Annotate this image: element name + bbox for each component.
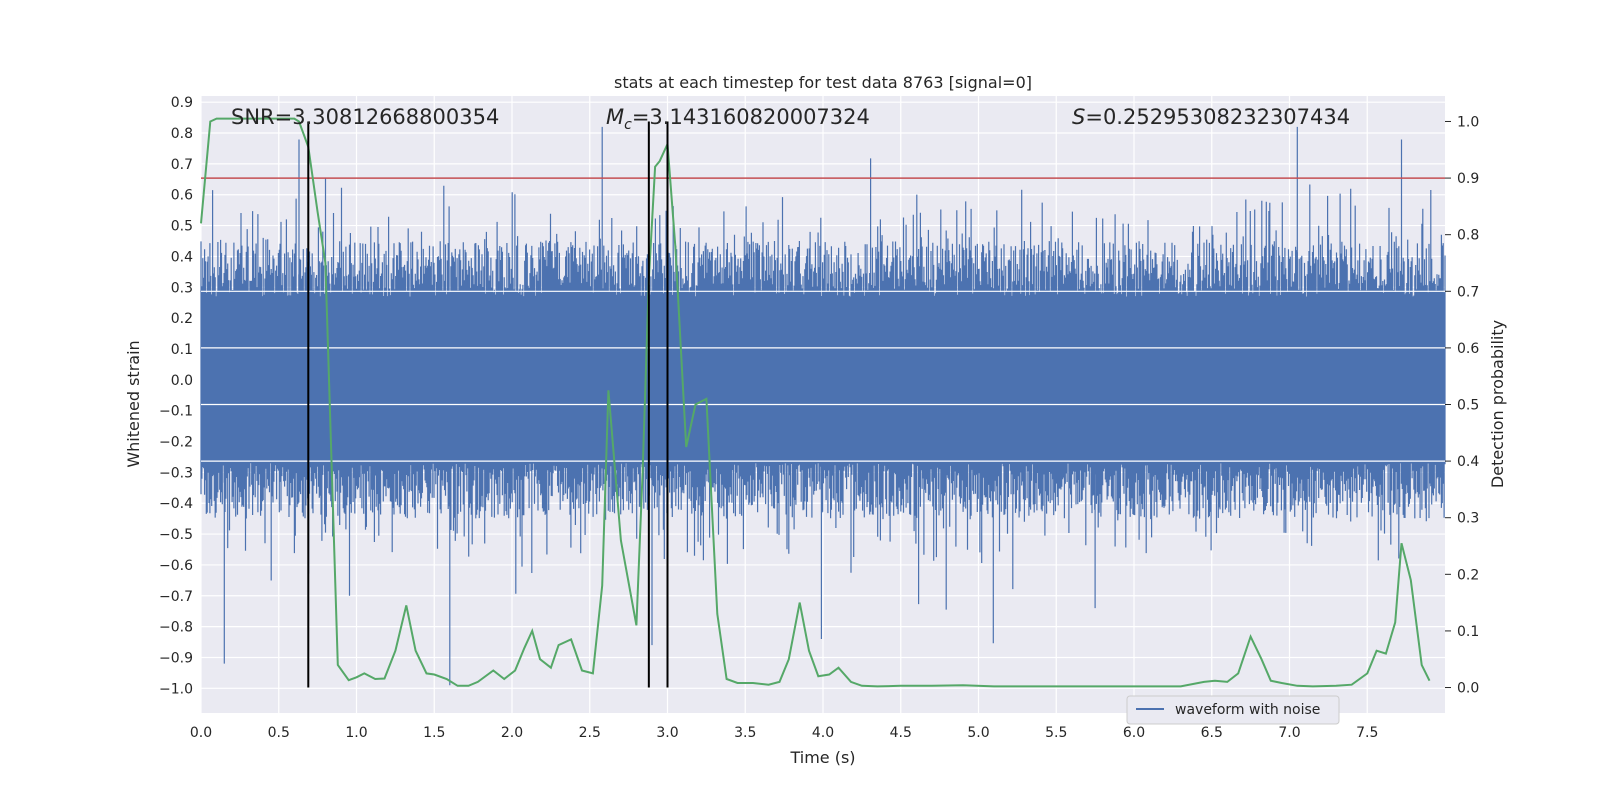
- mc-symbol: M: [606, 105, 624, 129]
- y-left-axis-ticks: 0.9 0.8 0.7 0.6 0.5 0.4 0.3 0.2 0.1 0.0 −0.1 −0.2 −0…: [159, 95, 193, 697]
- x-tick-label: 6.5: [1201, 725, 1223, 741]
- y-left-tick-label: 0.4: [171, 249, 193, 265]
- y-left-tick-label: 0.5: [171, 219, 193, 235]
- mc-value: =3.143160820007324: [632, 105, 870, 129]
- y-left-tick-label: 0.2: [171, 311, 193, 327]
- y-left-tick-label: −0.2: [159, 435, 193, 451]
- detection-probability-series: [200, 117, 1431, 688]
- y-right-tick-label: 0.7: [1457, 284, 1479, 300]
- y-right-tick-label: 0.6: [1457, 341, 1479, 357]
- y-left-tick-label: −0.7: [159, 589, 193, 605]
- y-left-tick-label: 0.9: [171, 95, 193, 111]
- x-tick-label: 1.5: [423, 725, 445, 741]
- x-tick-label: 4.0: [812, 725, 834, 741]
- legend: waveform with noise: [1126, 695, 1340, 725]
- s-annotation: S=0.25295308232307434: [1072, 105, 1350, 129]
- x-axis-label: Time (s): [789, 748, 855, 767]
- vertical-markers: [307, 121, 669, 688]
- s-symbol: S: [1072, 105, 1085, 129]
- y-left-tick-label: −0.1: [159, 404, 193, 420]
- x-tick-label: 5.5: [1045, 725, 1067, 741]
- waveform-with-noise-series: [200, 126, 1446, 686]
- y-left-tick-label: −0.5: [159, 527, 193, 543]
- y-left-tick-label: 0.7: [171, 157, 193, 173]
- legend-box: [1126, 695, 1340, 725]
- y-right-tick-label: 0.8: [1457, 228, 1479, 244]
- y-left-tick-label: 0.1: [171, 342, 193, 358]
- y-right-tick-label: 0.0: [1457, 681, 1479, 697]
- x-tick-label: 1.0: [345, 725, 367, 741]
- y-right-axis-ticks: 1.0 0.9 0.8 0.7 0.6 0.5 0.4 0.3 0.2 0.1 0.0: [1445, 114, 1479, 697]
- x-tick-label: 3.0: [656, 725, 678, 741]
- x-tick-label: 3.5: [734, 725, 756, 741]
- x-tick-label: 4.5: [890, 725, 912, 741]
- y-left-tick-label: −0.8: [159, 620, 193, 636]
- y-right-tick-label: 0.1: [1457, 624, 1479, 640]
- y-left-tick-label: −0.3: [159, 465, 193, 481]
- y-left-tick-label: −0.9: [159, 650, 193, 666]
- snr-annotation: SNR=3.30812668800354: [231, 105, 499, 129]
- s-value: =0.25295308232307434: [1085, 105, 1350, 129]
- x-tick-label: 5.0: [967, 725, 989, 741]
- y-right-tick-label: 0.2: [1457, 567, 1479, 583]
- y-right-tick-label: 0.5: [1457, 398, 1479, 414]
- chart-title: stats at each timestep for test data 876…: [614, 73, 1032, 92]
- x-axis-ticks: 0.0 0.5 1.0 1.5 2.0 2.5 3.0 3.5 4.0 4.5 5.0 5.5 6.0 6…: [190, 725, 1379, 741]
- y-right-axis-label: Detection probability: [1488, 320, 1507, 488]
- y-left-tick-label: 0.6: [171, 188, 193, 204]
- y-left-tick-label: 0.0: [171, 373, 193, 389]
- legend-label-waveform: waveform with noise: [1175, 702, 1320, 718]
- chirp-mass-annotation: Mc=3.143160820007324: [606, 105, 870, 133]
- x-tick-label: 2.5: [579, 725, 601, 741]
- y-left-tick-label: 0.3: [171, 280, 193, 296]
- y-left-axis-label: Whitened strain: [124, 340, 143, 467]
- noise-spikes: [200, 126, 1446, 686]
- x-tick-label: 0.5: [268, 725, 290, 741]
- y-left-tick-label: −0.4: [159, 496, 193, 512]
- x-tick-label: 7.5: [1356, 725, 1378, 741]
- y-right-tick-label: 1.0: [1457, 114, 1479, 130]
- mc-subscript: c: [624, 117, 632, 133]
- x-tick-label: 7.0: [1278, 725, 1300, 741]
- y-left-tick-label: −0.6: [159, 558, 193, 574]
- y-right-tick-label: 0.9: [1457, 171, 1479, 187]
- y-right-tick-label: 0.4: [1457, 454, 1479, 470]
- y-left-tick-label: 0.8: [171, 126, 193, 142]
- x-tick-label: 2.0: [501, 725, 523, 741]
- detection-probability-line: [200, 117, 1431, 688]
- y-left-tick-label: −1.0: [159, 681, 193, 697]
- x-tick-label: 6.0: [1123, 725, 1145, 741]
- x-tick-label: 0.0: [190, 725, 212, 741]
- y-right-tick-label: 0.3: [1457, 511, 1479, 527]
